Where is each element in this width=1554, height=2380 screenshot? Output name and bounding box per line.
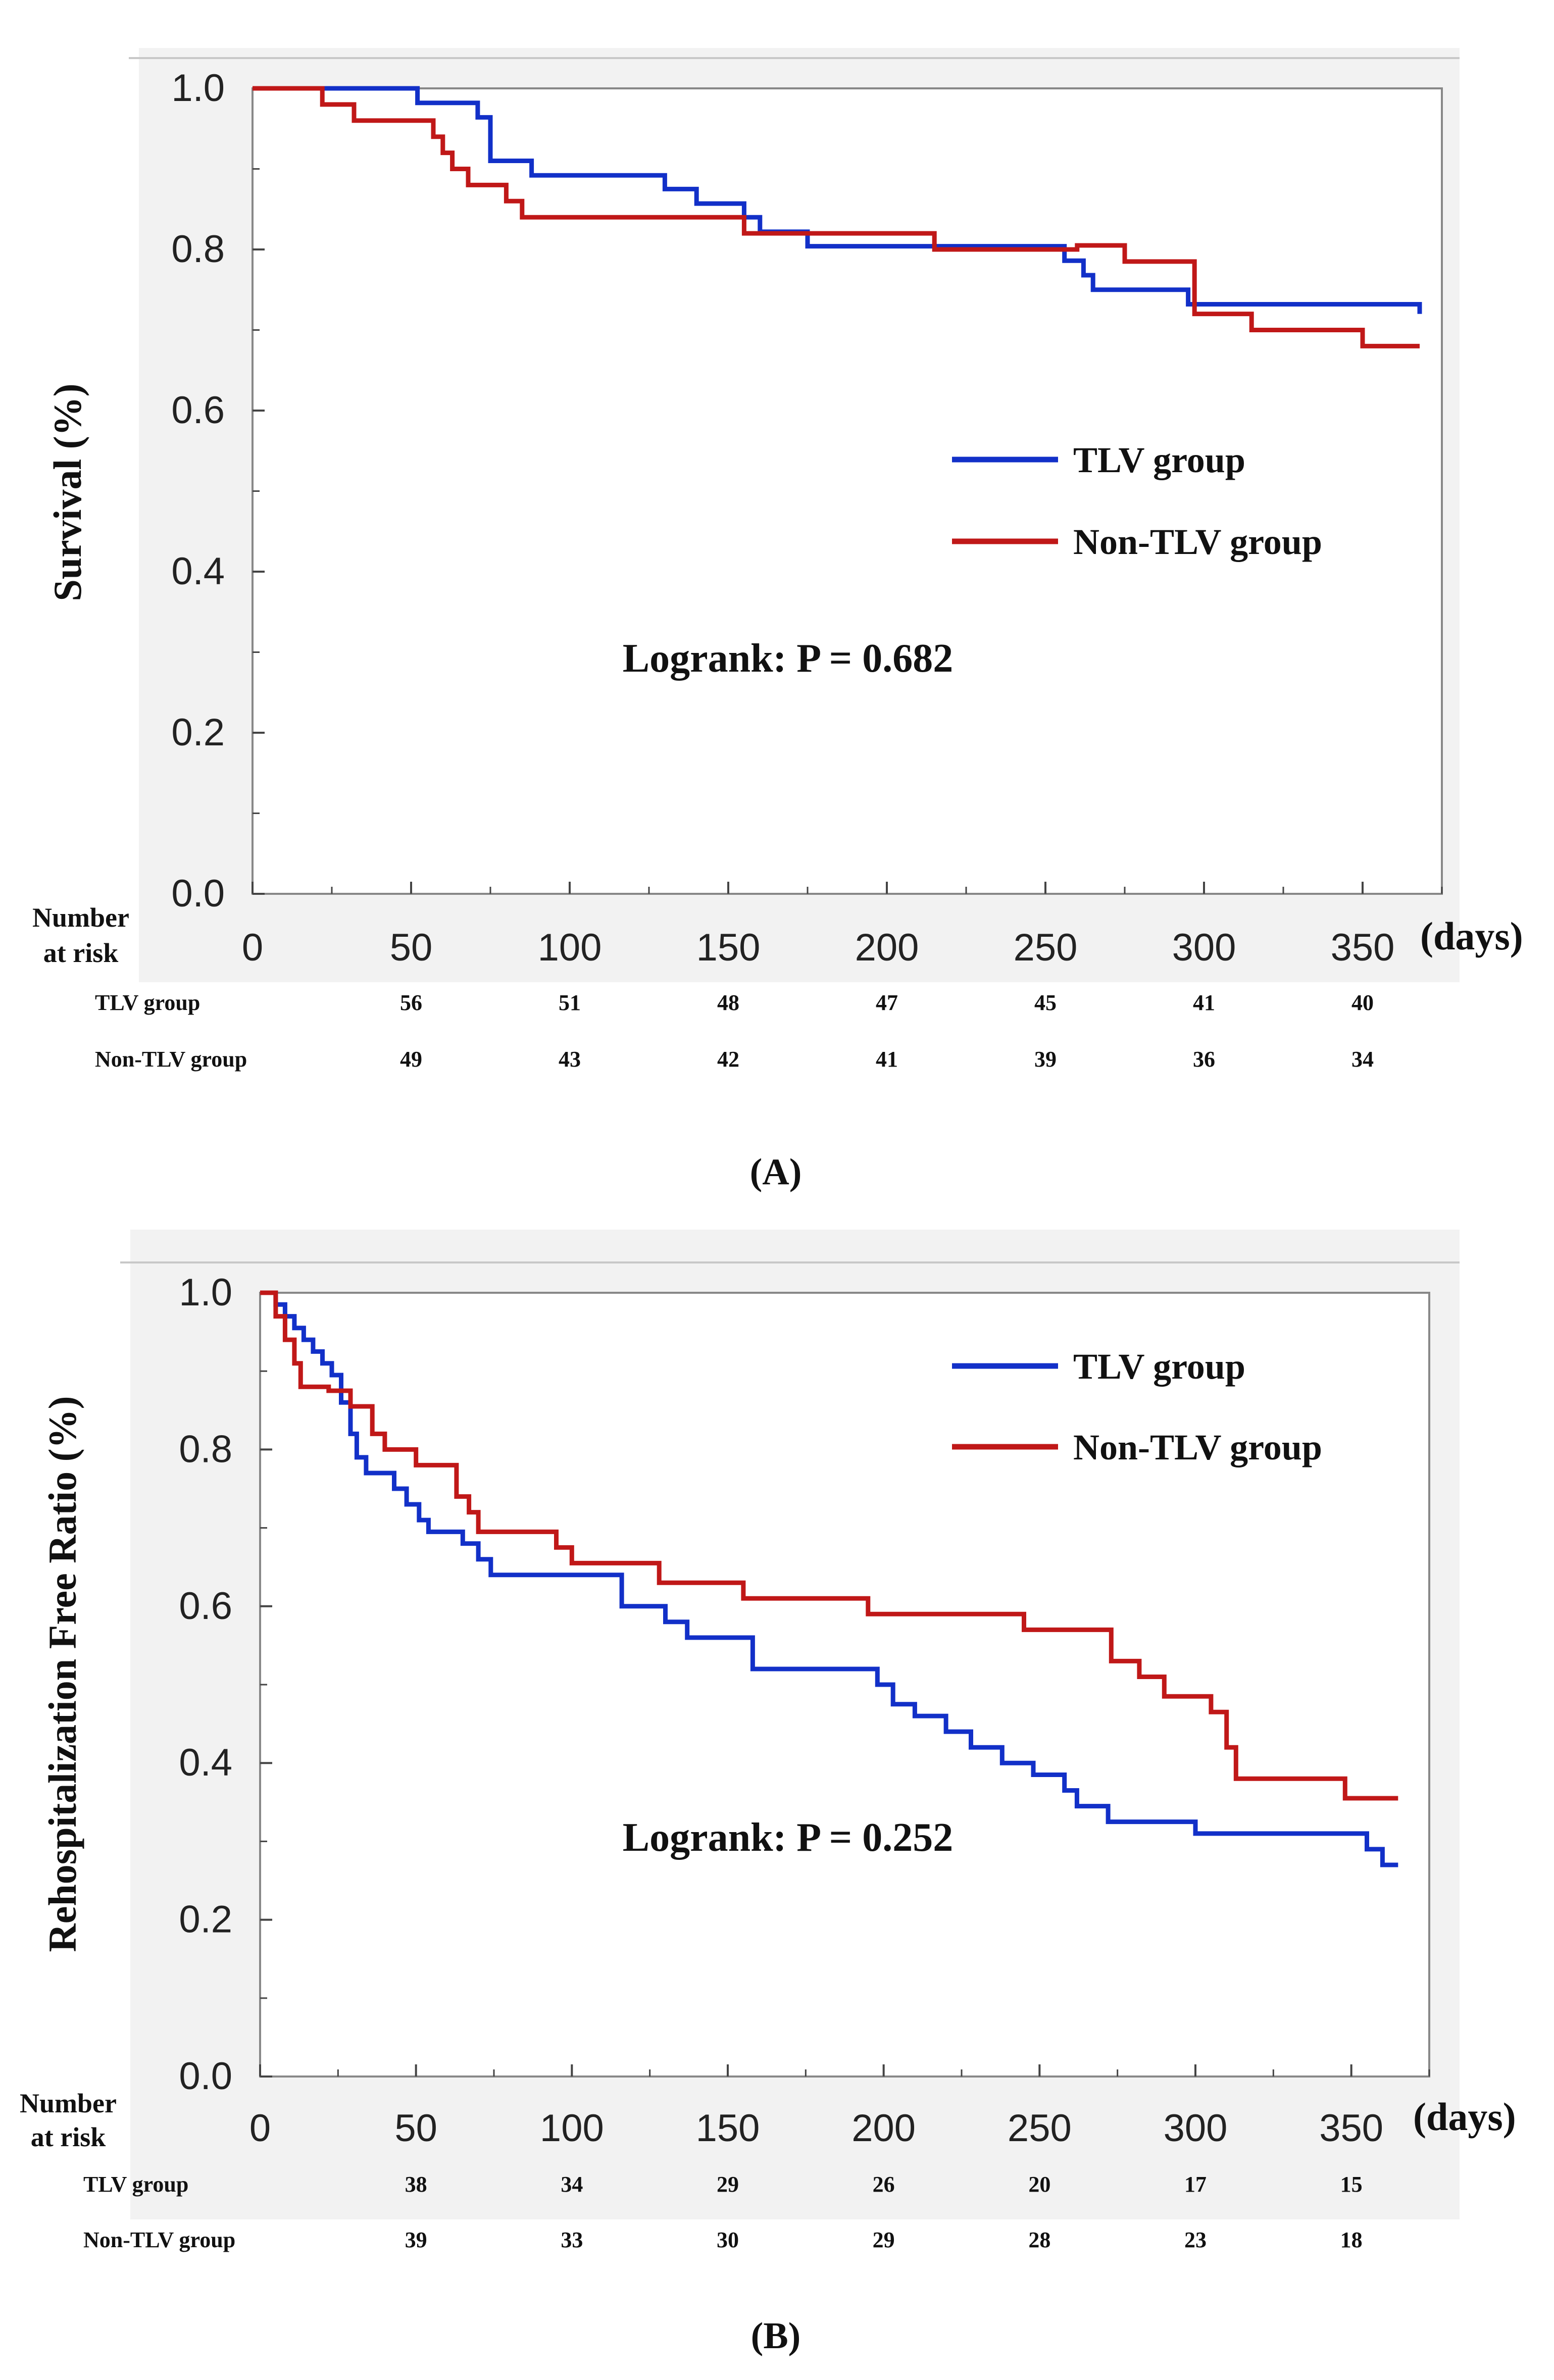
panel-a: 0.0 0.2 0.4 0.6 0.8 1.0 0 50 100 150 200 250 300 350 (…: [32, 48, 1523, 1193]
risk-header-line2: at risk: [31, 2122, 106, 2152]
risk-value: 29: [873, 2227, 895, 2252]
risk-header-line1: Number: [20, 2088, 117, 2118]
legend-label: TLV group: [1073, 1346, 1245, 1387]
x-tick-label: 250: [1008, 2107, 1072, 2150]
risk-value: 20: [1028, 2172, 1050, 2197]
risk-value: 41: [1193, 990, 1215, 1015]
y-axis-label: Rehospitalization Free Ratio (%): [40, 1396, 84, 1952]
y-tick-label: 1.0: [179, 1271, 232, 1314]
rehospitalization-chart: 0.0 0.2 0.4 0.6 0.8 1.0 0 50 100 150 200 250 300 350 (…: [20, 1230, 1516, 2357]
logrank-annotation: Logrank: P = 0.252: [623, 1815, 954, 1860]
risk-value: 47: [876, 990, 898, 1015]
risk-value: 56: [400, 990, 422, 1015]
series-line-non-tlv: [260, 1290, 1398, 1801]
x-axis-unit-label: (days): [1413, 2095, 1516, 2139]
y-tick-label: 0.8: [171, 228, 225, 271]
risk-value: 28: [1028, 2227, 1050, 2252]
x-tick-label: 50: [394, 2107, 437, 2150]
x-tick-label: 100: [540, 2107, 604, 2150]
risk-row-label: TLV group: [83, 2172, 188, 2197]
y-tick-label: 0.0: [179, 2055, 232, 2098]
x-tick-label: 150: [696, 2107, 760, 2150]
risk-value: 51: [559, 990, 581, 1015]
risk-value: 30: [717, 2227, 739, 2252]
x-tick-label: 150: [696, 926, 761, 969]
risk-value: 34: [561, 2172, 583, 2197]
x-tick-label: 300: [1164, 2107, 1228, 2150]
risk-value: 18: [1340, 2227, 1363, 2252]
risk-value: 39: [405, 2227, 427, 2252]
x-tick-label: 50: [390, 926, 433, 969]
panel-b: 0.0 0.2 0.4 0.6 0.8 1.0 0 50 100 150 200 250 300 350 (…: [0, 1212, 1554, 2377]
risk-value: 49: [400, 1047, 422, 1072]
risk-value: 17: [1184, 2172, 1207, 2197]
x-tick-label: 0: [242, 926, 263, 969]
risk-value: 23: [1184, 2227, 1207, 2252]
risk-value: 15: [1340, 2172, 1363, 2197]
x-tick-label: 350: [1319, 2107, 1383, 2150]
risk-value: 38: [405, 2172, 427, 2197]
risk-value: 45: [1034, 990, 1057, 1015]
x-tick-label: 200: [851, 2107, 916, 2150]
panel-label: (A): [750, 1151, 802, 1193]
risk-value: 42: [717, 1047, 739, 1072]
y-tick-label: 0.4: [171, 550, 225, 593]
series-line-tlv: [260, 1290, 1398, 1867]
y-tick-label: 0.6: [179, 1585, 232, 1628]
series-line-tlv: [253, 86, 1422, 314]
panel-label: (B): [751, 2315, 801, 2357]
series-line-non-tlv: [253, 86, 1420, 348]
risk-value: 41: [876, 1047, 898, 1072]
plot-frame: [259, 1292, 1430, 2078]
y-axis-label: Survival (%): [45, 383, 89, 601]
risk-row-label: Non-TLV group: [83, 2227, 235, 2252]
risk-header-line2: at risk: [43, 938, 119, 968]
x-tick-label: 250: [1014, 926, 1078, 969]
y-tick-label: 1.0: [171, 67, 225, 110]
risk-value: 33: [561, 2227, 583, 2252]
legend-label: Non-TLV group: [1073, 522, 1322, 562]
y-tick-label: 0.8: [179, 1428, 232, 1471]
risk-row-label: TLV group: [95, 990, 200, 1015]
risk-row-label: Non-TLV group: [95, 1047, 247, 1072]
x-tick-label: 300: [1172, 926, 1236, 969]
risk-header-line1: Number: [32, 902, 129, 933]
y-tick-label: 0.2: [171, 711, 225, 754]
risk-value: 26: [873, 2172, 895, 2197]
y-tick-label: 0.4: [179, 1741, 232, 1784]
y-tick-label: 0.2: [179, 1898, 232, 1941]
x-tick-label: 100: [538, 926, 602, 969]
plot-frame: [252, 87, 1443, 895]
y-tick-label: 0.0: [171, 872, 225, 915]
risk-value: 48: [717, 990, 739, 1015]
risk-value: 43: [559, 1047, 581, 1072]
x-tick-label: 200: [855, 926, 919, 969]
y-tick-label: 0.6: [171, 389, 225, 432]
survival-chart: 0.0 0.2 0.4 0.6 0.8 1.0 0 50 100 150 200 250 300 350 (…: [32, 48, 1523, 1193]
x-tick-label: 350: [1331, 926, 1395, 969]
logrank-annotation: Logrank: P = 0.682: [623, 636, 954, 681]
x-axis-unit-label: (days): [1420, 914, 1523, 958]
risk-value: 40: [1351, 990, 1374, 1015]
legend-label: TLV group: [1073, 440, 1245, 480]
risk-value: 36: [1193, 1047, 1215, 1072]
risk-value: 29: [717, 2172, 739, 2197]
risk-value: 39: [1034, 1047, 1057, 1072]
x-tick-label: 0: [249, 2107, 271, 2150]
legend-label: Non-TLV group: [1073, 1427, 1322, 1467]
risk-value: 34: [1351, 1047, 1374, 1072]
